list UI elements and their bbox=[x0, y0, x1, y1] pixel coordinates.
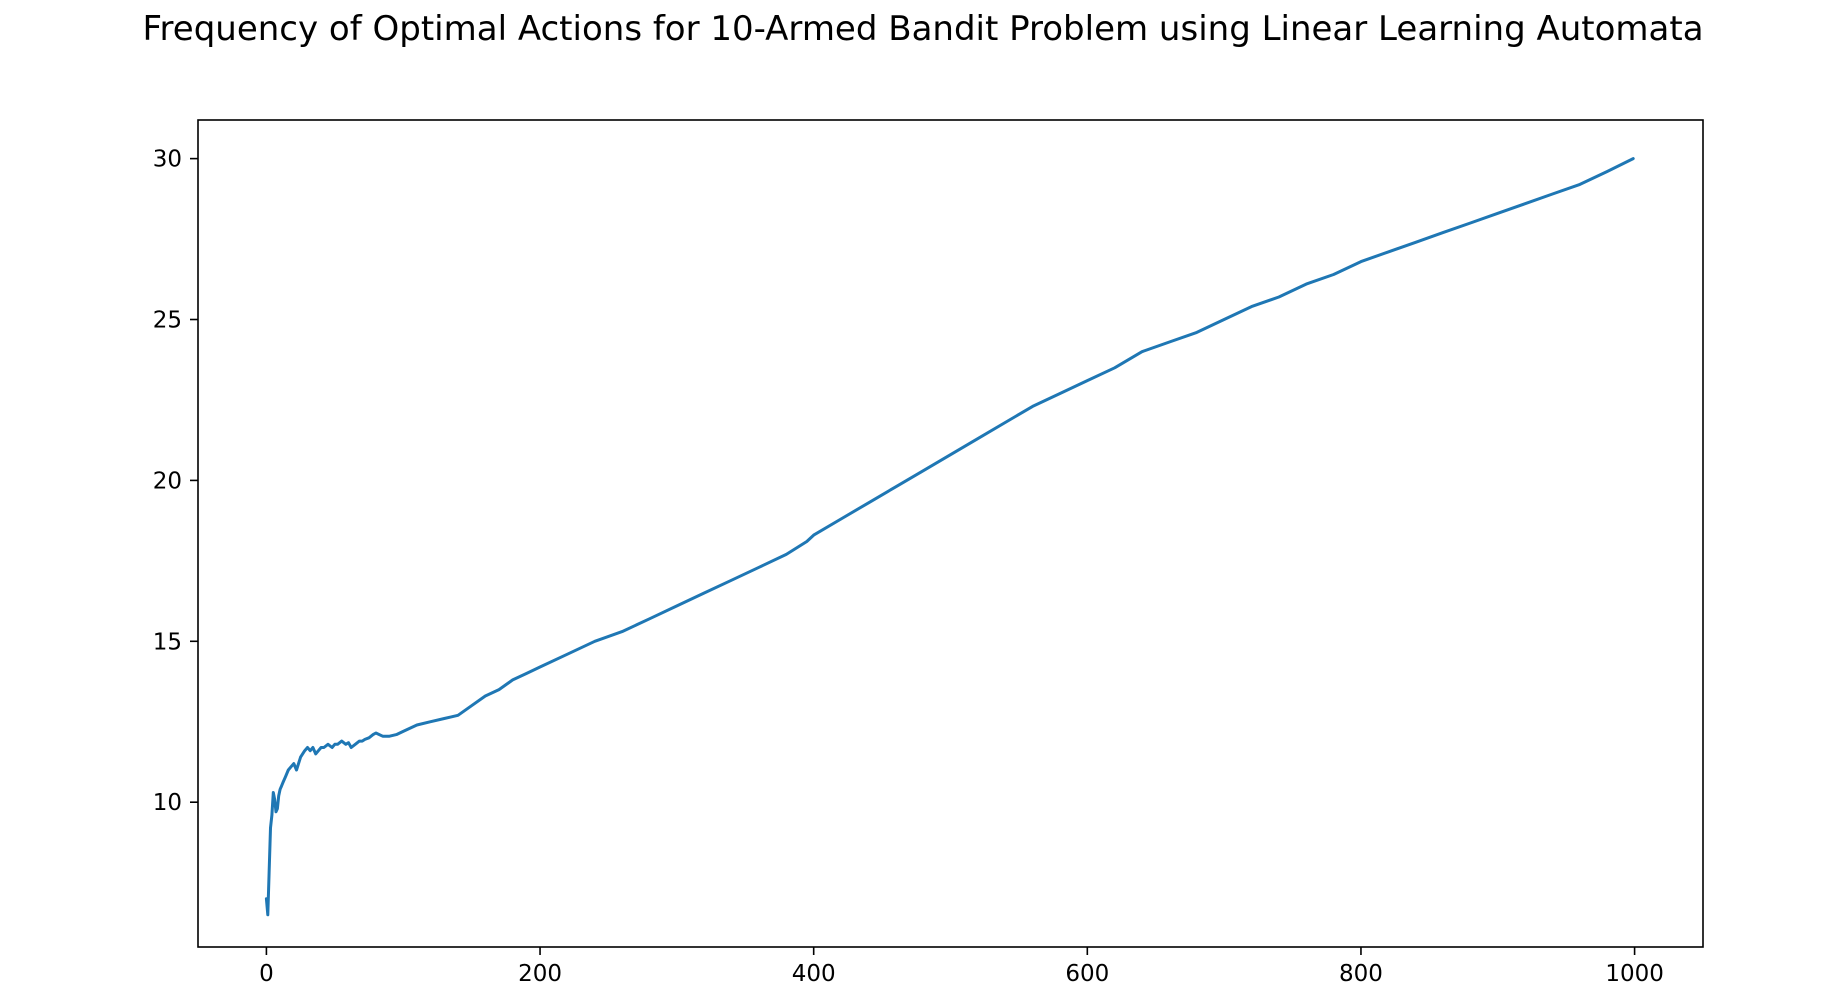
y-axis: 10 15 20 25 30 bbox=[153, 147, 198, 816]
y-tick-label: 30 bbox=[153, 147, 182, 173]
x-tick-label: 1000 bbox=[1605, 961, 1664, 987]
y-tick-label: 15 bbox=[153, 629, 182, 655]
x-tick-label: 200 bbox=[518, 961, 562, 987]
x-tick-label: 600 bbox=[1065, 961, 1109, 987]
chart-title: Frequency of Optimal Actions for 10-Arme… bbox=[142, 9, 1703, 49]
plot-area-frame bbox=[197, 119, 1704, 948]
x-tick-label: 800 bbox=[1339, 961, 1383, 987]
y-tick-label: 10 bbox=[153, 790, 182, 816]
x-tick-label: 0 bbox=[259, 961, 274, 987]
x-axis: 0 200 400 600 800 1000 bbox=[259, 947, 1664, 987]
y-tick-label: 25 bbox=[153, 308, 182, 334]
series-layer bbox=[264, 157, 1635, 917]
series-line-0 bbox=[264, 157, 1635, 917]
x-tick-label: 400 bbox=[792, 961, 836, 987]
y-tick-label: 20 bbox=[153, 468, 182, 494]
